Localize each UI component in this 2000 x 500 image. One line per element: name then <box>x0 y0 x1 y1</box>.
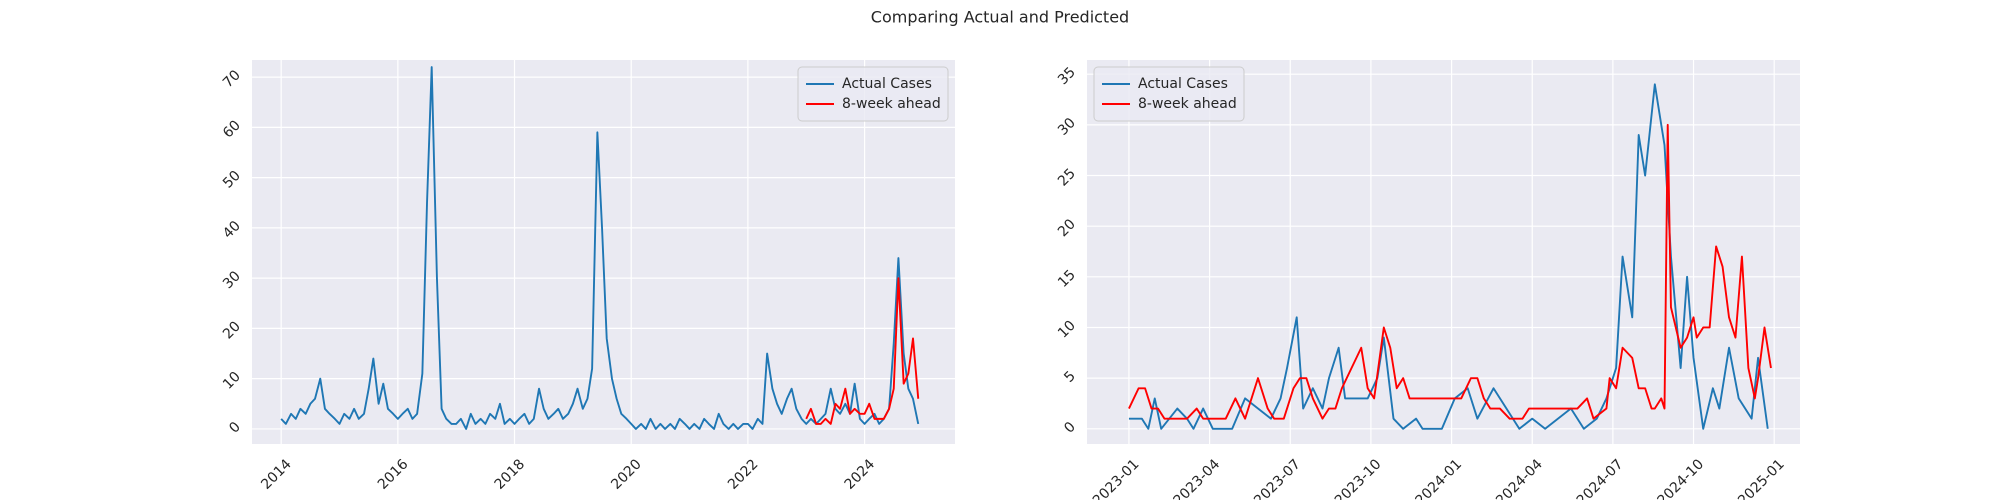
x-tick-label: 2024-07 <box>1574 456 1627 500</box>
y-tick-label: 60 <box>220 117 244 141</box>
legend-box <box>797 66 949 122</box>
legend-label: Actual Cases <box>842 76 932 92</box>
legend: Actual Cases 8-week ahead <box>1093 66 1245 122</box>
data-line <box>1128 123 1772 420</box>
y-tick-label: 0 <box>226 419 244 437</box>
y-tick-label: 30 <box>1055 115 1079 139</box>
x-tick-label: 2023-04 <box>1171 456 1224 500</box>
y-tick-label: 10 <box>220 369 244 393</box>
y-tick-label: 40 <box>220 218 244 242</box>
x-tick-label: 2023-10 <box>1332 456 1385 500</box>
y-tick-label: 20 <box>220 318 244 342</box>
y-tick-label: 50 <box>220 168 244 192</box>
legend-label: 8-week ahead <box>842 96 941 112</box>
x-tick-label: 2024-01 <box>1412 456 1465 500</box>
y-tick-label: 10 <box>1055 318 1079 342</box>
x-tick-label: 2024-10 <box>1654 456 1707 500</box>
x-tick-label: 2024-04 <box>1493 456 1546 500</box>
data-line <box>805 277 920 425</box>
x-tick-label: 2020 <box>608 456 645 493</box>
y-tick-label: 5 <box>1061 368 1079 386</box>
legend: Actual Cases 8-week ahead <box>797 66 949 122</box>
y-tick-label: 30 <box>220 268 244 292</box>
x-tick-label: 2018 <box>492 456 529 493</box>
y-tick-label: 15 <box>1055 267 1079 291</box>
x-tick-label: 2023-01 <box>1090 456 1143 500</box>
x-tick-label: 2022 <box>725 456 762 493</box>
x-tick-label: 2025-01 <box>1735 456 1788 500</box>
plot-area <box>1087 60 1800 444</box>
legend-label: 8-week ahead <box>1138 96 1237 112</box>
data-line <box>280 66 920 430</box>
x-tick-label: 2014 <box>258 456 295 493</box>
x-tick-label: 2016 <box>375 456 412 493</box>
y-tick-label: 25 <box>1055 166 1079 190</box>
legend-label: Actual Cases <box>1138 76 1228 92</box>
y-tick-label: 70 <box>220 67 244 91</box>
x-tick-label: 2023-07 <box>1251 456 1304 500</box>
figure-title: Comparing Actual and Predicted <box>871 8 1129 27</box>
legend-box <box>1093 66 1245 122</box>
y-tick-label: 35 <box>1055 64 1079 88</box>
y-tick-label: 0 <box>1061 419 1079 437</box>
x-tick-label: 2024 <box>842 456 879 493</box>
y-tick-label: 20 <box>1055 216 1079 240</box>
